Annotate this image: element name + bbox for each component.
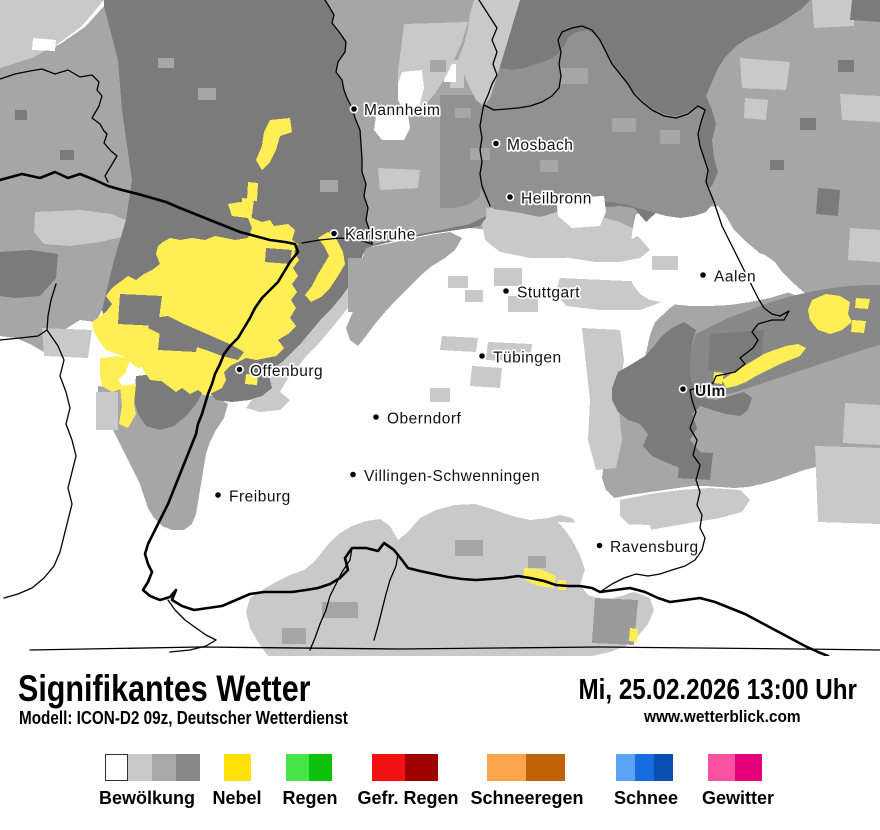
svg-text:Karlsruhe: Karlsruhe — [345, 227, 416, 244]
svg-text:Tübingen: Tübingen — [493, 350, 562, 367]
svg-text:Mosbach: Mosbach — [507, 137, 573, 154]
svg-text:Ravensburg: Ravensburg — [610, 539, 699, 556]
svg-text:Offenburg: Offenburg — [250, 363, 323, 380]
svg-text:Stuttgart: Stuttgart — [517, 285, 580, 302]
svg-text:Villingen-Schwenningen: Villingen-Schwenningen — [364, 468, 540, 485]
svg-text:Oberndorf: Oberndorf — [387, 411, 461, 428]
svg-text:Aalen: Aalen — [714, 269, 756, 286]
svg-text:Freiburg: Freiburg — [229, 489, 291, 506]
svg-text:Mannheim: Mannheim — [364, 102, 440, 119]
svg-text:Ulm: Ulm — [695, 383, 726, 400]
svg-text:Heilbronn: Heilbronn — [521, 191, 592, 208]
